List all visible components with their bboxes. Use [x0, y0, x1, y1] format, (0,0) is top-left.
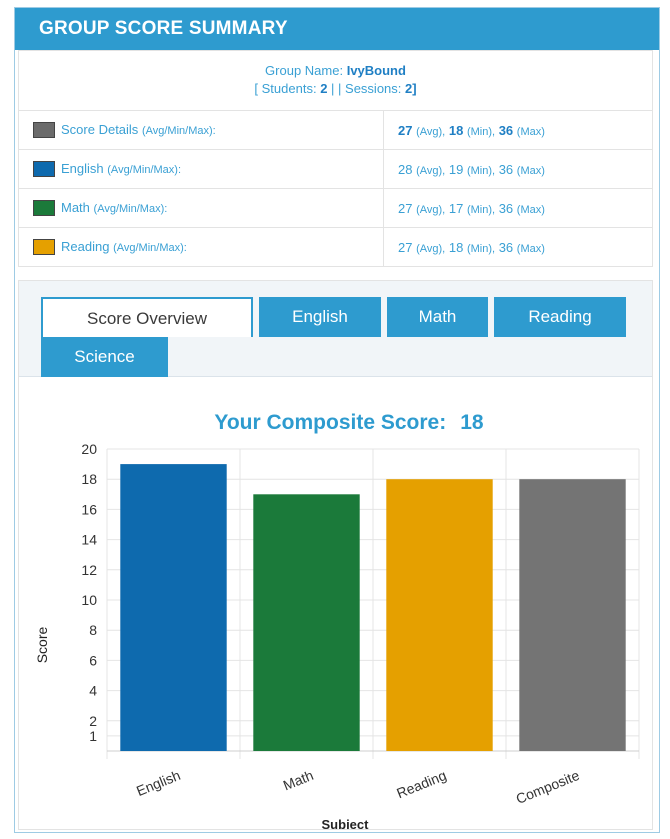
reading-label: Reading — [61, 238, 110, 254]
english-label-cell: English (Avg/Min/Max): — [18, 149, 384, 189]
score-details-color-swatch — [33, 122, 55, 139]
reading-qualifier: (Avg/Min/Max): — [113, 241, 187, 254]
math-max-unit: (Max) — [516, 203, 545, 216]
group-counts-line: [ Students: 2 | | Sessions: 2] — [19, 81, 652, 96]
english-max-unit: (Max) — [516, 164, 545, 177]
english-max: 36 — [498, 161, 514, 177]
english-avg: 28 — [398, 161, 413, 177]
y-tick-label: 14 — [81, 532, 97, 548]
bar-reading[interactable] — [386, 479, 493, 751]
score-details-min: 18 — [448, 122, 464, 138]
group-name-value: IvyBound — [346, 63, 406, 78]
sessions-label: | | Sessions: — [331, 81, 402, 96]
english-color-swatch — [33, 161, 55, 178]
reading-label-cell: Reading (Avg/Min/Max): — [18, 227, 384, 267]
score-row: Reading (Avg/Min/Max): 27 (Avg), 18 (Min)… — [18, 227, 653, 267]
x-tick-label: English — [134, 767, 183, 799]
reading-max: 36 — [498, 239, 514, 255]
y-tick-label: 1 — [89, 728, 97, 744]
y-tick-label: 18 — [81, 471, 97, 487]
reading-min: 18 — [448, 239, 464, 255]
y-tick-label: 4 — [89, 683, 97, 699]
score-details-label-cell: Score Details (Avg/Min/Max): — [18, 110, 384, 150]
score-row: Math (Avg/Min/Max): 27 (Avg), 17 (Min), 3… — [18, 188, 653, 228]
group-info: Group Name: IvyBound [ Students: 2 | | S… — [18, 50, 653, 111]
group-score-summary-card: GROUP SCORE SUMMARY Group Name: IvyBound… — [14, 7, 660, 833]
x-tick-label: Reading — [394, 767, 448, 801]
math-values-cell: 27 (Avg), 17 (Min), 36 (Max) — [383, 188, 653, 228]
chart-title-value: 18 — [460, 411, 484, 434]
tab-bar: Score Overview English Math Reading Scie… — [19, 281, 652, 377]
y-tick-label: 12 — [81, 562, 97, 578]
score-summary-table: Score Details (Avg/Min/Max): 27 (Avg), 18… — [18, 110, 653, 267]
composite-score-chart: Your Composite Score: 18 12 4 6 8 10 12 14 16 18 2… — [34, 411, 640, 829]
score-row: English (Avg/Min/Max): 28 (Avg), 19 (Min)… — [18, 149, 653, 189]
math-avg: 27 — [398, 200, 413, 216]
score-details-max: 36 — [498, 122, 514, 138]
chart-title: Your Composite Score: 18 — [214, 411, 483, 434]
score-details-label: Score Details — [61, 121, 139, 137]
y-tick-label: 8 — [89, 622, 97, 638]
y-tick-label: 10 — [81, 592, 97, 608]
reading-values-cell: 27 (Avg), 18 (Min), 36 (Max) — [383, 227, 653, 267]
tab-science[interactable]: Science — [41, 337, 168, 377]
score-details-avg: 27 — [398, 122, 413, 138]
score-details-values-cell: 27 (Avg), 18 (Min), 36 (Max) — [383, 110, 653, 150]
y-tick-label: 6 — [89, 652, 97, 668]
english-min-unit: (Min), — [466, 164, 496, 177]
bar-composite[interactable] — [519, 479, 626, 751]
y-axis-label: Score — [34, 627, 50, 664]
math-color-swatch — [33, 200, 55, 217]
y-tick-label: 16 — [81, 501, 97, 517]
english-min: 19 — [448, 161, 464, 177]
reading-min-unit: (Min), — [466, 242, 496, 255]
sessions-count: 2] — [405, 81, 417, 96]
y-tick-label: 2 — [89, 713, 97, 729]
bar-english[interactable] — [120, 464, 227, 751]
group-name-line: Group Name: IvyBound — [19, 63, 652, 78]
english-values-cell: 28 (Avg), 19 (Min), 36 (Max) — [383, 149, 653, 189]
section-header: GROUP SCORE SUMMARY — [15, 8, 659, 50]
math-qualifier: (Avg/Min/Max): — [93, 202, 168, 215]
score-details-avg-unit: (Avg), — [416, 125, 446, 138]
english-label: English — [61, 160, 104, 176]
score-details-min-unit: (Min), — [466, 125, 496, 138]
reading-avg-unit: (Avg), — [416, 242, 446, 255]
math-min: 17 — [448, 200, 464, 216]
tab-score-overview[interactable]: Score Overview — [41, 297, 253, 337]
score-row: Score Details (Avg/Min/Max): 27 (Avg), 18… — [18, 110, 653, 150]
x-tick-label: Composite — [514, 767, 582, 807]
students-count: 2 — [320, 81, 328, 96]
x-axis-label: Subject — [322, 817, 370, 829]
tab-reading[interactable]: Reading — [494, 297, 626, 337]
reading-color-swatch — [33, 239, 55, 256]
tab-math[interactable]: Math — [387, 297, 488, 337]
math-min-unit: (Min), — [466, 203, 496, 216]
reading-max-unit: (Max) — [516, 242, 545, 255]
english-qualifier: (Avg/Min/Max): — [107, 163, 182, 176]
bar-math[interactable] — [253, 494, 360, 751]
math-label: Math — [61, 199, 90, 215]
math-avg-unit: (Avg), — [416, 203, 446, 216]
chart-panel: Score Overview English Math Reading Scie… — [18, 280, 653, 830]
group-name-label: Group Name: — [265, 63, 344, 78]
english-avg-unit: (Avg), — [416, 164, 446, 177]
chart-title-text: Your Composite Score: — [214, 411, 446, 434]
reading-avg: 27 — [398, 239, 413, 255]
tab-english[interactable]: English — [259, 297, 381, 337]
y-tick-label: 20 — [81, 441, 97, 457]
score-details-qualifier: (Avg/Min/Max): — [141, 124, 216, 137]
math-max: 36 — [498, 200, 514, 216]
math-label-cell: Math (Avg/Min/Max): — [18, 188, 384, 228]
score-details-max-unit: (Max) — [516, 125, 545, 138]
x-tick-label: Math — [281, 767, 316, 793]
students-label: [ Students: — [254, 81, 317, 96]
